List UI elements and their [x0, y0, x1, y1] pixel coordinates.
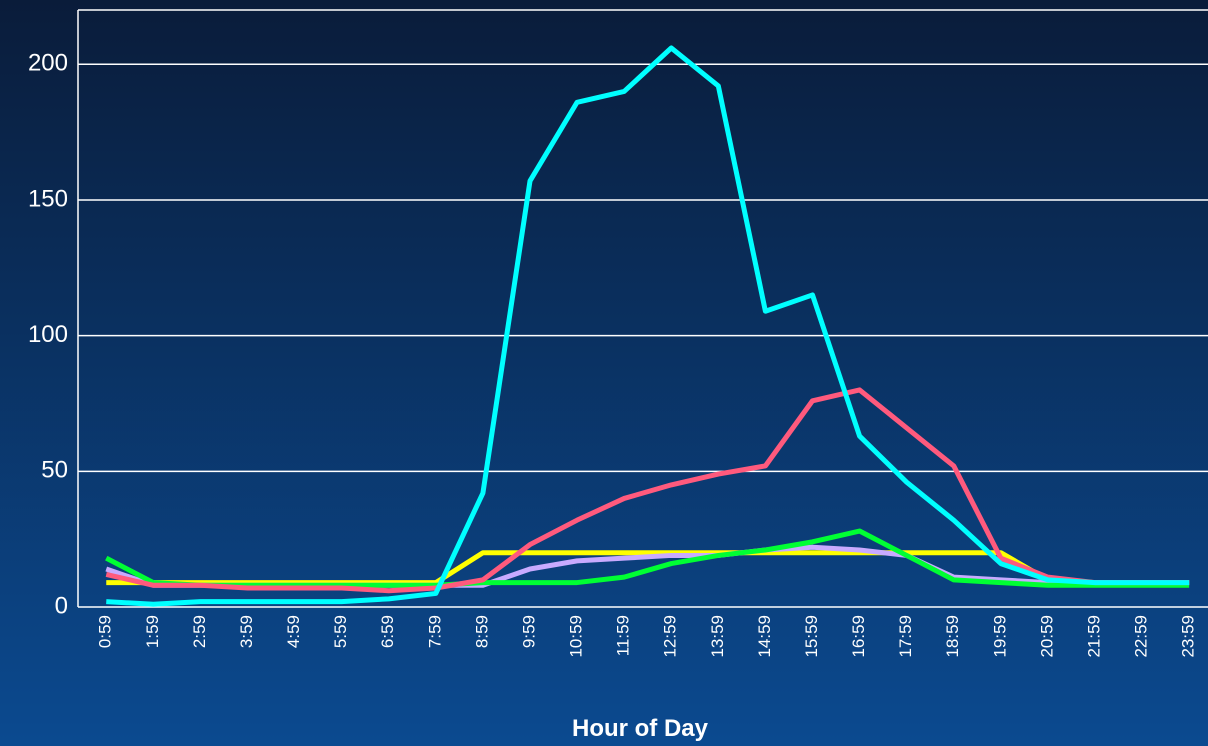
- x-tick-label: 9:59: [519, 615, 538, 648]
- x-tick-label: 7:59: [425, 615, 444, 648]
- x-tick-label: 23:59: [1179, 615, 1198, 658]
- y-tick-label: 50: [41, 457, 68, 484]
- y-tick-label: 100: [28, 321, 68, 348]
- x-tick-label: 14:59: [755, 615, 774, 658]
- x-tick-label: 5:59: [331, 615, 350, 648]
- x-tick-label: 20:59: [1037, 615, 1056, 658]
- x-tick-label: 4:59: [284, 615, 303, 648]
- line-series: [106, 45, 1190, 607]
- x-tick-label: 18:59: [943, 615, 962, 658]
- x-tick-label: 15:59: [802, 615, 821, 658]
- x-tick-label: 11:59: [614, 615, 633, 656]
- x-tick-label: 2:59: [190, 615, 209, 648]
- x-tick-label: 19:59: [990, 615, 1009, 658]
- x-tick-label: 1:59: [143, 615, 162, 648]
- x-tick-label: 16:59: [849, 615, 868, 658]
- line-series: [105, 528, 1190, 588]
- y-tick-label: 150: [28, 185, 68, 212]
- y-tick-label: 200: [28, 50, 68, 77]
- x-tick-label: 22:59: [1132, 615, 1151, 658]
- x-tick-label: 17:59: [896, 615, 915, 658]
- line-series: [106, 550, 1190, 586]
- x-tick-label: 3:59: [237, 615, 256, 648]
- x-tick-label: 21:59: [1084, 615, 1103, 658]
- x-tick-label: 10:59: [567, 615, 586, 658]
- y-tick-label: 0: [55, 592, 68, 619]
- x-axis-title: Hour of Day: [572, 715, 709, 742]
- x-tick-label: 12:59: [661, 615, 680, 658]
- x-tick-label: 0:59: [96, 615, 115, 648]
- x-tick-label: 8:59: [472, 615, 491, 648]
- x-tick-label: 13:59: [708, 615, 727, 658]
- line-series: [105, 387, 1190, 594]
- x-tick-label: 6:59: [378, 615, 397, 648]
